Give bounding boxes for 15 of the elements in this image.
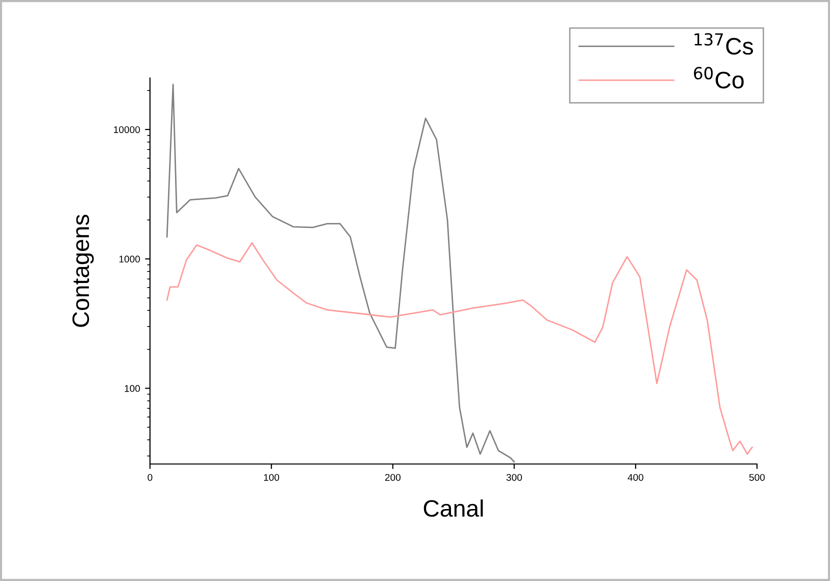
line-series	[166, 84, 515, 463]
line-series	[166, 242, 753, 455]
x-tick-label: 500	[749, 474, 765, 481]
x-tick-label: 0	[148, 474, 152, 481]
x-tick-label: 300	[506, 474, 522, 481]
y-tick-label: 1000	[119, 256, 140, 263]
x-tick-label: 100	[264, 474, 280, 481]
legend-label: $^{137}$Cs	[694, 33, 753, 55]
y-tick-label: 100	[124, 385, 140, 392]
x-tick-label: 400	[628, 474, 644, 481]
x-tick-label: 200	[385, 474, 401, 481]
legend-label: $^{60}$Co	[694, 66, 744, 88]
x-axis-title: Canal	[424, 499, 483, 517]
y-tick-label: 10000	[114, 126, 140, 134]
y-axis-title: Contagens	[72, 214, 94, 327]
